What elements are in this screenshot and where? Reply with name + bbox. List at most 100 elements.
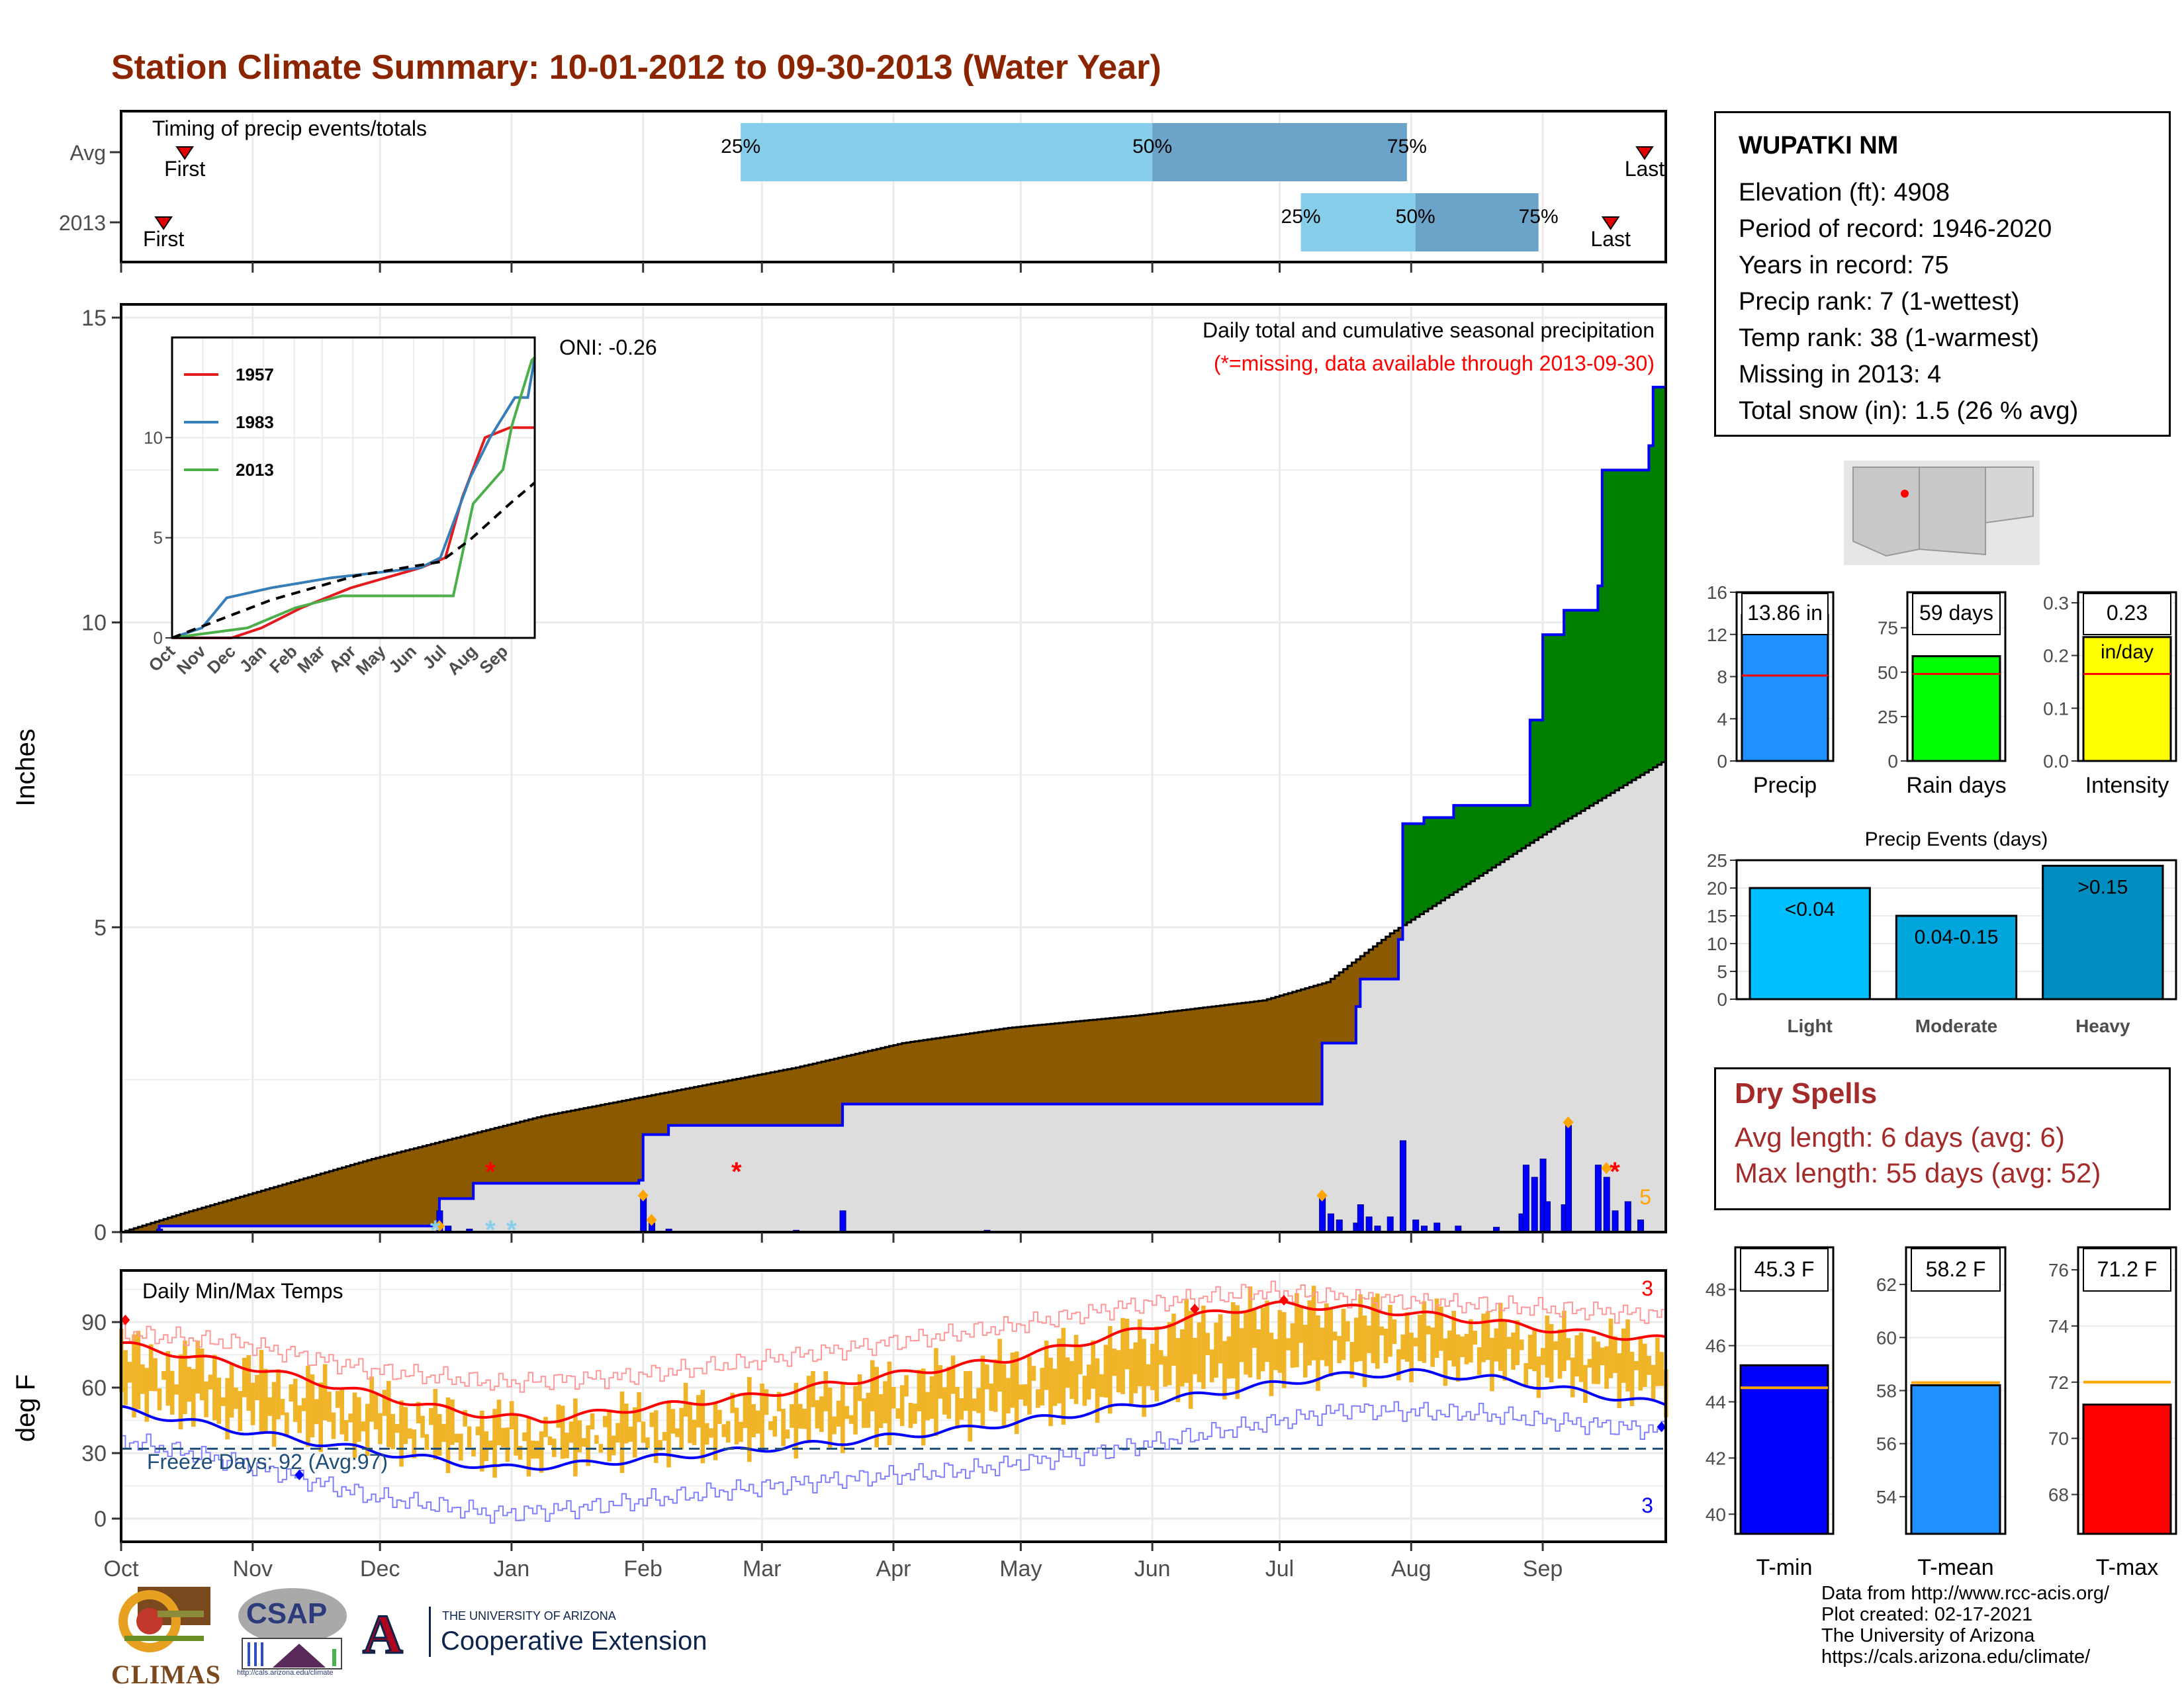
temp-record-marker — [1657, 1421, 1666, 1433]
inset-ytick-label: 0 — [154, 628, 163, 648]
events-ytick-label: 25 — [1707, 850, 1727, 871]
inset-legend-label: 1983 — [236, 412, 274, 432]
summary-annot2: in/day — [2101, 641, 2154, 663]
temp-daily-bar — [1392, 1319, 1397, 1345]
precip-deficit-strip — [651, 1095, 657, 1135]
precip-deficit-strip — [639, 1097, 644, 1180]
precip-deficit-strip — [1228, 1004, 1234, 1104]
precip-deficit-strip — [974, 1032, 979, 1104]
temp-daily-bar — [187, 1366, 192, 1402]
tsum-ytick-label: 58 — [1876, 1381, 1897, 1401]
precip-surplus-strip — [1513, 805, 1518, 854]
temp-daily-bar — [369, 1376, 374, 1422]
precip-deficit-strip — [821, 1061, 827, 1126]
timing-box-upper — [1415, 193, 1539, 251]
events-title: Precip Events (days) — [1865, 828, 2048, 850]
temp-record-min-line — [121, 1401, 1666, 1524]
precip-deficit-strip — [1042, 1024, 1047, 1104]
temp-daily-bar — [1044, 1341, 1049, 1390]
footer-line: Plot created: 02-17-2021 — [1821, 1604, 2033, 1625]
temp-daily-bar — [543, 1417, 548, 1437]
temp-ytick-label: 30 — [81, 1441, 107, 1466]
temp-daily-bar — [246, 1355, 251, 1411]
temp-daily-bar — [674, 1428, 680, 1437]
precip-deficit-strip — [1169, 1011, 1174, 1104]
temp-daily-bar — [670, 1409, 676, 1434]
precip-deficit-strip — [1050, 1024, 1056, 1104]
temp-daily-bar — [1604, 1346, 1609, 1389]
temp-daily-bar — [1349, 1342, 1355, 1378]
precip-surplus-strip — [1436, 817, 1441, 903]
precip-deficit-strip — [834, 1058, 839, 1126]
precip-deficit-strip — [1080, 1020, 1085, 1104]
temp-daily-bar — [1481, 1313, 1486, 1362]
precip-snow-marker: * — [506, 1216, 517, 1245]
temp-daily-bar — [1230, 1302, 1236, 1378]
temp-daily-bar — [1086, 1364, 1091, 1400]
precip-deficit-strip — [1182, 1010, 1187, 1104]
tsum-ytick-label: 46 — [1706, 1336, 1726, 1356]
precip-surplus-strip — [1449, 817, 1454, 895]
temp-daily-bar — [624, 1403, 629, 1444]
temp-daily-bar — [1345, 1321, 1350, 1342]
precip-daily-bar — [1336, 1220, 1343, 1233]
precip-deficit-strip — [431, 1143, 436, 1226]
precip-deficit-strip — [583, 1108, 588, 1184]
temp-daily-bar — [1239, 1328, 1244, 1362]
timing-row-label: 2013 — [59, 211, 106, 235]
station-line: Precip rank: 7 (1-wettest) — [1739, 288, 2020, 316]
precip-deficit-strip — [320, 1173, 326, 1226]
temp-daily-bar — [1477, 1347, 1482, 1375]
precip-deficit-strip — [901, 1043, 907, 1104]
precip-deficit-strip — [864, 1051, 869, 1104]
temp-daily-bar — [1290, 1323, 1295, 1368]
precip-deficit-strip — [1262, 1000, 1267, 1104]
temp-daily-bar — [619, 1391, 625, 1474]
precip-deficit-strip — [396, 1152, 402, 1226]
precip-deficit-strip — [719, 1082, 725, 1126]
temp-daily-bar — [1040, 1368, 1045, 1405]
precip-deficit-strip — [690, 1087, 695, 1126]
temp-daily-bar — [1439, 1306, 1443, 1351]
tsum-frame — [1905, 1246, 2007, 1535]
inset-frame — [171, 336, 536, 639]
temp-daily-bar — [1371, 1297, 1376, 1364]
temp-daily-bar — [734, 1407, 739, 1445]
temp-daily-bar — [1400, 1334, 1406, 1360]
precip-ytick-label: 5 — [94, 915, 107, 940]
precip-deficit-strip — [868, 1051, 873, 1104]
precip-surplus-strip — [1636, 470, 1641, 778]
temp-daily-bar — [216, 1378, 222, 1424]
precip-surplus-strip — [1504, 805, 1510, 860]
temp-daily-bar — [1464, 1333, 1469, 1364]
precip-surplus-strip — [1441, 817, 1446, 901]
precip-deficit-strip — [876, 1049, 882, 1104]
precip-deficit-strip — [1195, 1008, 1200, 1104]
tsum-frame — [1734, 1246, 1835, 1535]
precip-ytick-label: 0 — [94, 1220, 107, 1245]
timing-box-lower — [1300, 193, 1416, 251]
temp-daily-bar — [280, 1399, 285, 1415]
precip-surplus-strip — [1457, 805, 1463, 890]
temp-daily-bar — [1023, 1384, 1028, 1406]
footer-line: https://cals.arizona.edu/climate/ — [1821, 1646, 2091, 1668]
precip-deficit-strip — [829, 1059, 835, 1126]
precip-deficit-strip — [1203, 1007, 1208, 1104]
temp-daily-bar — [1146, 1364, 1151, 1386]
temp-daily-bar — [590, 1413, 595, 1430]
temp-daily-bar — [1353, 1317, 1359, 1362]
summary-ytick-label: 0.0 — [2043, 751, 2069, 772]
precip-deficit-strip — [1300, 989, 1306, 1104]
temp-daily-bar — [382, 1390, 387, 1416]
timing-q50-label: 50% — [1132, 136, 1172, 157]
temp-daily-bar — [348, 1413, 353, 1423]
inset-legend-label: 1957 — [236, 365, 274, 384]
temp-daily-bar — [1184, 1299, 1189, 1383]
temp-daily-bar — [191, 1368, 196, 1427]
temp-daily-bar — [776, 1392, 782, 1412]
csap-emblem-icon — [238, 1588, 347, 1669]
temp-daily-bar — [1583, 1364, 1588, 1403]
temp-freeze-label: Freeze Days: 92 (Avg:97) — [147, 1450, 388, 1474]
temp-record-max-line — [121, 1280, 1666, 1393]
precip-deficit-strip — [1093, 1020, 1098, 1104]
